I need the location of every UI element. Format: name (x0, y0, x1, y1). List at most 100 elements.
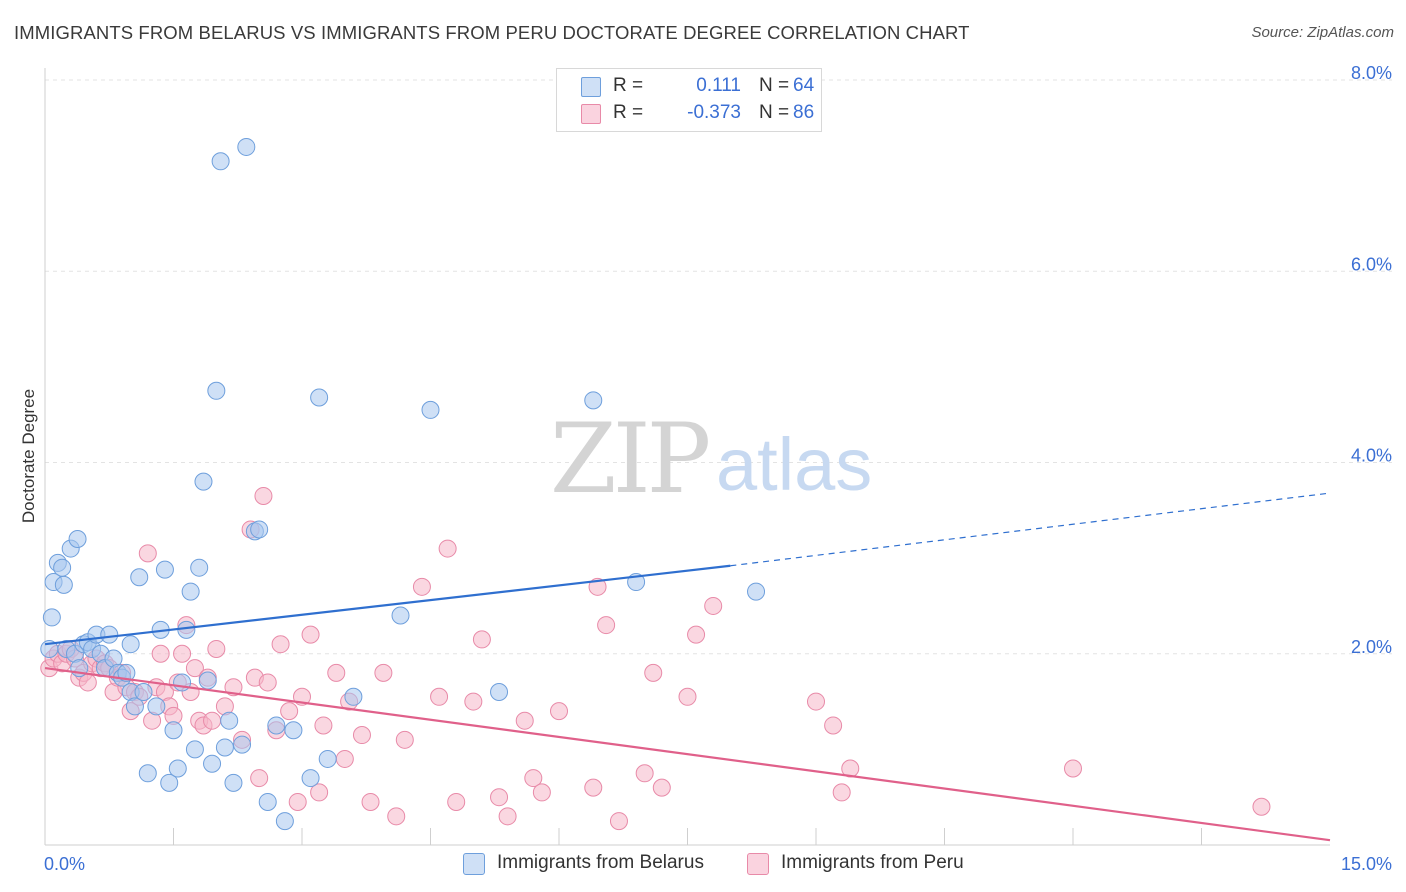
y-tick-label: 2.0% (1351, 637, 1392, 657)
trendline-belarus-extension (730, 492, 1331, 567)
watermark-zip: ZIP (550, 403, 709, 515)
data-point-belarus (258, 792, 277, 811)
data-point-belarus (53, 558, 72, 577)
n-value: 64 (793, 75, 815, 96)
trendline-peru (44, 667, 1331, 842)
legend-swatch-belarus (581, 77, 601, 97)
data-point-peru (224, 678, 243, 697)
data-point-peru (687, 625, 706, 644)
data-point-belarus (181, 582, 200, 601)
data-point-belarus (138, 764, 157, 783)
correlation-legend: R = 0.111 N = 64 R = -0.373 N = 86 (556, 68, 822, 132)
data-point-belarus (42, 608, 61, 627)
legend-swatch-peru (581, 104, 601, 124)
data-point-peru (464, 692, 483, 711)
data-point-peru (280, 702, 299, 721)
data-point-belarus (100, 625, 119, 644)
data-point-belarus (190, 558, 209, 577)
data-point-belarus (160, 773, 179, 792)
data-point-belarus (224, 773, 243, 792)
data-point-belarus (54, 575, 73, 594)
data-point-belarus (318, 749, 337, 768)
data-point-peru (207, 639, 226, 658)
data-point-peru (550, 702, 568, 721)
data-point-belarus (267, 716, 286, 735)
data-point-peru (314, 716, 333, 735)
x-tick-label: 15.0% (1341, 854, 1392, 874)
data-point-belarus (275, 812, 294, 831)
data-point-peru (138, 544, 157, 563)
data-point-belarus (198, 671, 217, 690)
data-point-belarus (164, 721, 183, 740)
data-point-peru (395, 730, 414, 749)
data-point-peru (532, 783, 551, 802)
data-point-peru (254, 486, 273, 505)
data-point-belarus (490, 683, 509, 701)
data-point-peru (288, 792, 307, 811)
data-point-peru (203, 711, 222, 730)
data-point-peru (515, 711, 534, 730)
r-key: R = (613, 75, 644, 96)
n-key: N = (759, 75, 790, 96)
data-point-peru (824, 716, 843, 735)
n-key: N = (759, 102, 790, 123)
legend-swatch-belarus (463, 853, 485, 875)
data-point-peru (635, 764, 654, 783)
data-point-peru (490, 788, 509, 807)
data-point-belarus (250, 520, 269, 539)
data-point-belarus (237, 137, 256, 156)
data-point-peru (498, 807, 517, 826)
data-point-peru (807, 692, 825, 711)
data-point-peru (678, 687, 697, 706)
points-belarus (40, 137, 766, 831)
legend-swatch-peru (747, 853, 769, 875)
data-point-belarus (747, 582, 766, 601)
data-point-belarus (155, 560, 174, 579)
data-point-belarus (207, 381, 226, 400)
data-point-peru (374, 663, 393, 682)
data-point-peru (250, 769, 269, 788)
trend-layer (44, 492, 1331, 842)
data-point-peru (387, 807, 406, 826)
r-key: R = (613, 102, 644, 123)
y-tick-label: 4.0% (1351, 446, 1392, 466)
series-legend: Immigrants from Belarus Immigrants from … (0, 852, 1406, 878)
legend-label-peru: Immigrants from Peru (781, 852, 964, 873)
data-point-peru (704, 596, 723, 615)
data-point-peru (412, 577, 431, 596)
r-value: -0.373 (687, 102, 741, 123)
data-point-belarus (130, 568, 149, 587)
y-tick-label: 6.0% (1351, 254, 1392, 274)
data-point-belarus (117, 663, 136, 682)
data-point-peru (438, 539, 457, 558)
data-point-belarus (121, 635, 140, 654)
data-point-belarus (177, 620, 196, 639)
data-point-peru (361, 792, 380, 811)
data-point-belarus (310, 388, 329, 407)
data-point-peru (335, 749, 354, 768)
y-tick-label: 8.0% (1351, 63, 1392, 83)
r-value: 0.111 (696, 75, 741, 96)
x-tick-label: 0.0% (44, 854, 85, 874)
n-value: 86 (793, 102, 815, 123)
data-point-peru (271, 635, 290, 654)
data-point-belarus (173, 673, 192, 692)
data-point-belarus (391, 606, 410, 625)
data-point-peru (258, 673, 277, 692)
data-point-belarus (125, 697, 144, 716)
data-point-belarus (584, 391, 603, 410)
data-point-peru (1064, 759, 1082, 778)
chart-title: IMMIGRANTS FROM BELARUS VS IMMIGRANTS FR… (14, 22, 970, 43)
legend-label-belarus: Immigrants from Belarus (497, 852, 704, 873)
watermark: ZIP atlas (550, 403, 872, 515)
data-point-belarus (168, 759, 187, 778)
data-point-belarus (344, 687, 363, 706)
data-point-peru (352, 726, 371, 745)
data-point-peru (185, 659, 204, 678)
data-point-peru (644, 663, 663, 682)
data-point-belarus (233, 735, 252, 754)
data-point-belarus (220, 711, 239, 730)
watermark-atlas: atlas (716, 423, 872, 506)
data-point-peru (524, 769, 543, 788)
